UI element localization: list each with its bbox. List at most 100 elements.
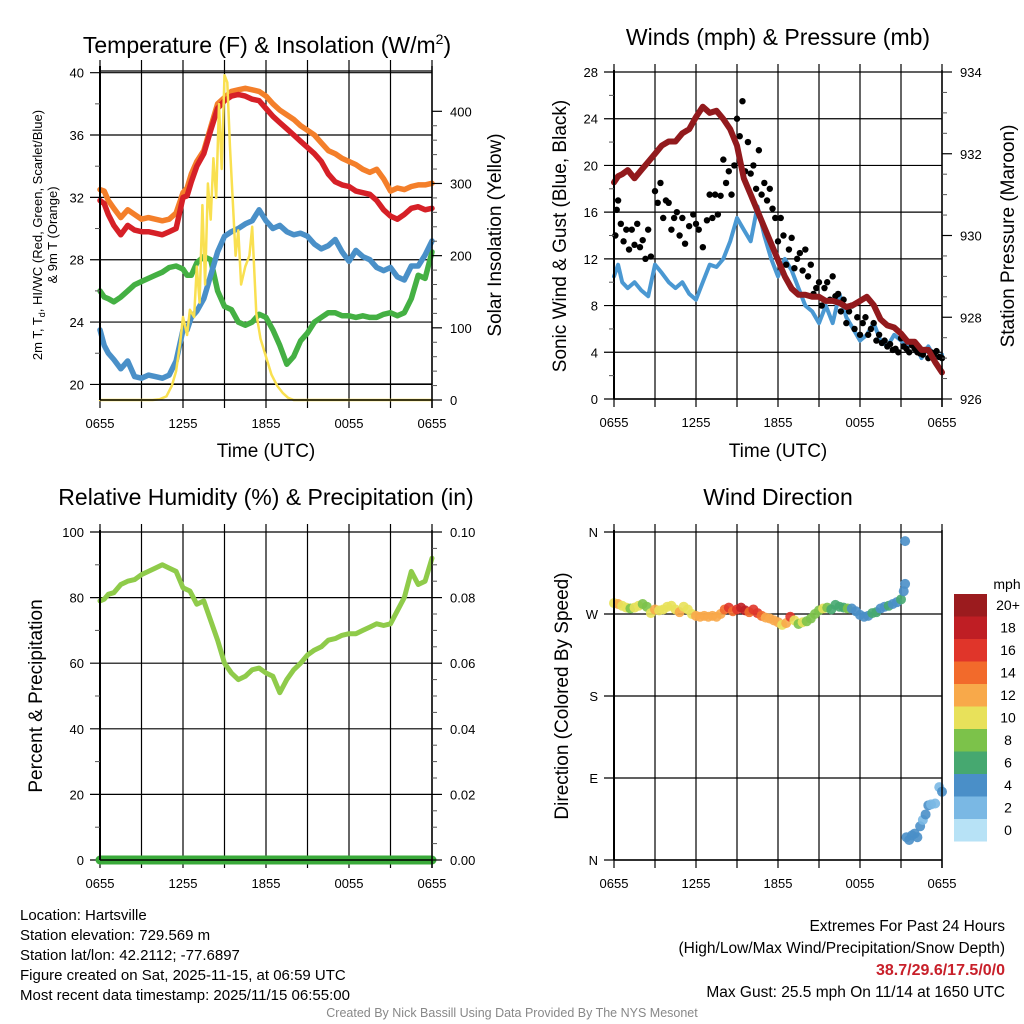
gust-point: [870, 319, 877, 327]
gust-point: [620, 238, 627, 245]
humidity-y-tick-label: 40: [70, 722, 84, 737]
humidity-x-tick-label: 1255: [169, 876, 198, 891]
wind-direction-y-tick-label: E: [589, 771, 598, 786]
gust-point: [865, 331, 872, 338]
gust-point: [821, 284, 828, 292]
gust-point: [668, 226, 675, 233]
humidity-y-tick-label: 20: [70, 787, 84, 802]
extremes-title: Extremes For Past 24 Hours: [809, 918, 1005, 935]
gust-point: [639, 236, 646, 244]
winds-y-tick-label: 16: [584, 205, 598, 220]
gust-point: [750, 162, 757, 169]
pressure-y2-tick-label: 928: [960, 310, 982, 325]
gust-point: [791, 265, 798, 272]
temperature-x-tick-label: 0055: [335, 416, 364, 431]
gust-point: [739, 97, 746, 105]
temperature-y-tick-label: 32: [70, 190, 84, 205]
wind-y-axis-label: Sonic Wind & Gust (Blue, Black): [550, 100, 571, 372]
temperature-x-tick-label: 0655: [86, 416, 115, 431]
gust-point: [886, 340, 894, 348]
humidity-y-tick-label: 80: [70, 591, 84, 606]
temperature-y-tick-label: 28: [70, 253, 84, 268]
winds-y-tick-label: 4: [591, 345, 598, 360]
colorbar-label: 4: [1004, 777, 1012, 793]
gust-point: [785, 246, 793, 253]
gust-point: [685, 222, 693, 230]
colorbar-swatch: [954, 661, 987, 684]
station-elevation: Station elevation: 729.569 m: [20, 927, 211, 944]
gust-point: [895, 349, 902, 356]
gust-point: [851, 325, 858, 333]
gust-point: [799, 267, 806, 274]
gust-point: [654, 199, 661, 206]
colorbar-swatch: [954, 796, 987, 819]
insolation-y2-tick-label: 400: [450, 104, 472, 119]
gust-point: [777, 214, 784, 222]
gust-point: [717, 192, 724, 199]
temperature-x-tick-label: 1855: [252, 416, 281, 431]
wind-direction-x-tick-label: 0655: [600, 876, 629, 891]
gust-point: [714, 211, 722, 218]
gust-point: [761, 179, 768, 187]
gust-point: [711, 191, 719, 198]
max-gust: Max Gust: 25.5 mph On 11/14 at 1650 UTC: [706, 984, 1005, 1001]
station-location: Location: Hartsville: [20, 907, 147, 924]
gust-point: [843, 319, 850, 327]
gust-point: [804, 273, 812, 280]
winds-x-tick-label: 1855: [764, 415, 793, 430]
gust-point: [867, 325, 875, 333]
precip-y2-tick-label: 0.08: [450, 591, 475, 606]
gust-point: [813, 284, 820, 292]
humidity-x-tick-label: 0655: [86, 876, 115, 891]
gust-point: [752, 185, 760, 192]
gust-point: [628, 226, 635, 233]
wind-direction-y-axis-label: Direction (Colored By Speed): [552, 572, 573, 819]
temperature-y-tick-label: 20: [70, 377, 84, 392]
colorbar-swatch: [954, 616, 987, 639]
gust-point: [747, 170, 754, 177]
gust-point: [722, 179, 730, 187]
gust-point: [875, 331, 883, 338]
gust-point: [706, 191, 713, 198]
gust-point: [834, 290, 842, 298]
gust-point: [720, 156, 727, 163]
precip-y2-tick-label: 0.06: [450, 656, 475, 671]
insolation-y2-tick-label: 100: [450, 321, 472, 336]
winds-y-tick-label: 28: [584, 65, 598, 80]
station-info: Location: Hartsville Station elevation: …: [20, 906, 350, 1006]
insolation-y2-tick-label: 0: [450, 393, 457, 408]
colorbar-label: 8: [1004, 732, 1012, 748]
wind-direction-y-tick-label: W: [586, 607, 599, 622]
winds-y-tick-label: 0: [591, 392, 598, 407]
winds-x-tick-label: 1255: [682, 415, 711, 430]
colorbar-label: 10: [1000, 710, 1016, 726]
gust-point: [766, 185, 773, 192]
winds-x-axis-label: Time (UTC): [729, 441, 828, 462]
station-latlon: Station lat/lon: 42.2112; -77.6897: [20, 947, 240, 964]
gust-point: [906, 349, 913, 356]
winds-x-tick-label: 0055: [846, 415, 875, 430]
precip-y2-tick-label: 0.04: [450, 722, 475, 737]
pressure-y2-tick-label: 934: [960, 65, 982, 80]
temperature-x-tick-label: 1255: [169, 416, 198, 431]
winds-y-tick-label: 12: [584, 252, 598, 267]
gust-point: [829, 273, 836, 280]
title-superscript: 2: [436, 31, 444, 47]
gust-point: [617, 220, 625, 228]
gust-point: [647, 253, 655, 260]
colorbar-swatch: [954, 751, 987, 774]
gust-point: [854, 314, 861, 321]
gust-point: [670, 214, 678, 222]
temperature-x-tick-label: 0655: [418, 416, 447, 431]
gust-point: [725, 168, 732, 175]
series-hi-wc-line: [97, 249, 435, 367]
pressure-y2-tick-label: 932: [960, 147, 982, 162]
recent-data-timestamp: Most recent data timestamp: 2025/11/15 0…: [20, 987, 350, 1004]
insolation-y-axis-label: Solar Insolation (Yellow): [485, 133, 506, 336]
gust-point: [837, 308, 845, 315]
extremes-box: Extremes For Past 24 Hours (High/Low/Max…: [679, 916, 1006, 1004]
gust-point: [731, 162, 738, 169]
credit-line: Created By Nick Bassill Using Data Provi…: [326, 1006, 698, 1020]
gust-point: [769, 205, 776, 212]
colorbar-label: 18: [1000, 620, 1016, 636]
